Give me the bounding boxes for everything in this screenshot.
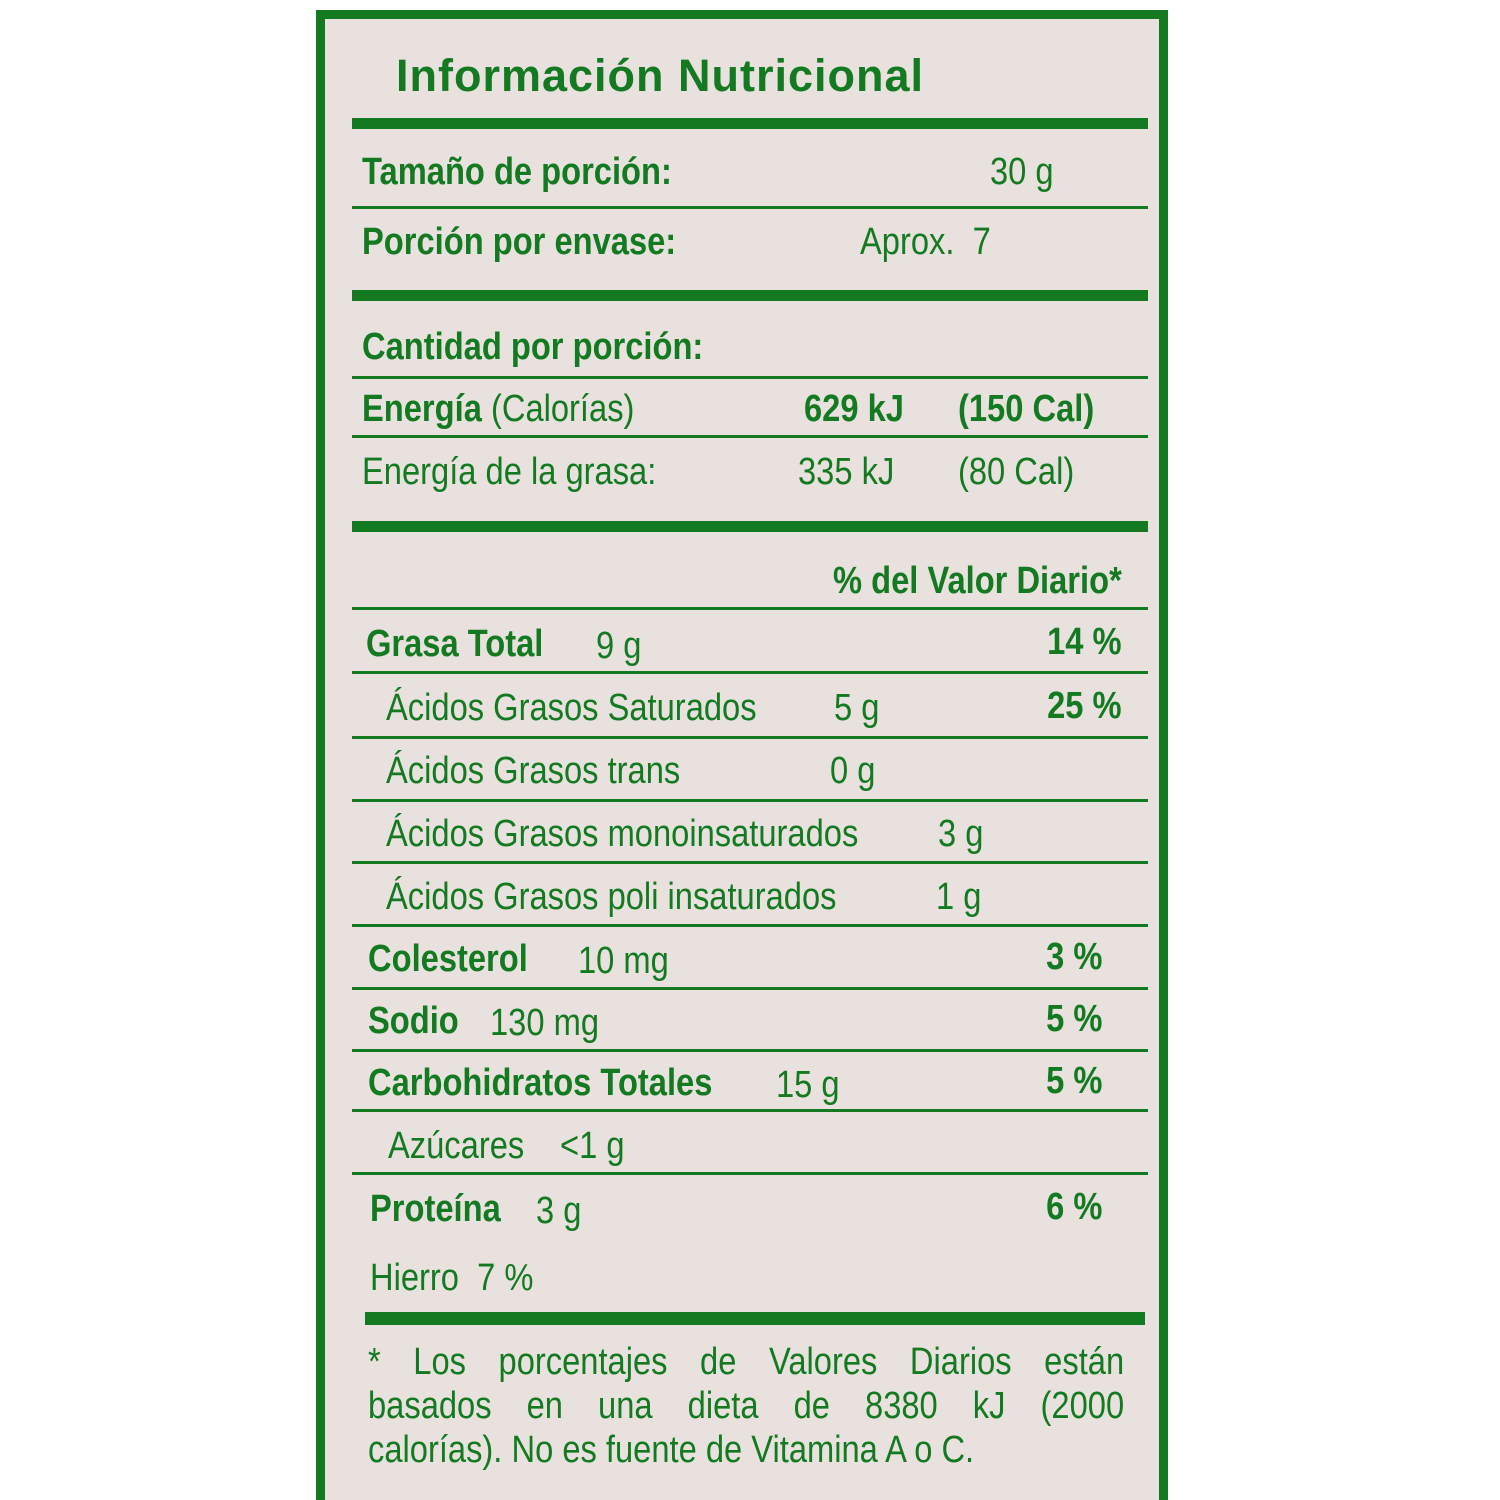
energy-label-sub: (Calorías)	[490, 388, 635, 430]
divider	[352, 1109, 1148, 1112]
fat-energy-kj: 335 kJ	[798, 451, 895, 493]
nutrient-dv: 25 %	[1047, 685, 1122, 727]
divider	[352, 435, 1148, 438]
fat-energy-cal: (80 Cal)	[958, 451, 1075, 493]
divider	[352, 924, 1148, 927]
nutrient-name: Carbohidratos Totales	[368, 1062, 713, 1104]
divider	[352, 987, 1148, 990]
nutrient-amount: 1 g	[936, 876, 982, 918]
divider-thick	[365, 1312, 1145, 1325]
nutrient-amount: 9 g	[596, 625, 642, 667]
amount-per-serving-header: Cantidad por porción:	[362, 326, 704, 368]
footnote-line: basados en una dieta de 8380 kJ (2000	[368, 1385, 1125, 1427]
nutrient-dv: 6 %	[1045, 1186, 1102, 1228]
nutrient-amount: <1 g	[560, 1125, 625, 1167]
divider	[352, 376, 1148, 379]
nutrient-name: Sodio	[368, 1000, 459, 1042]
nutrient-amount: 3 g	[536, 1190, 582, 1232]
nutrient-amount: 15 g	[776, 1064, 840, 1106]
nutrient-name: Proteína	[370, 1188, 501, 1230]
divider	[352, 607, 1148, 610]
nutrient-name: Ácidos Grasos poli insaturados	[386, 876, 837, 918]
nutrient-amount: 3 g	[938, 813, 984, 855]
fat-energy-label: Energía de la grasa:	[362, 451, 657, 493]
divider-thick	[352, 118, 1148, 129]
servings-per-container-value: Aprox. 7	[860, 221, 991, 263]
nutrient-amount: 10 mg	[578, 940, 669, 982]
footnote-line: calorías). No es fuente de Vitamina A o …	[368, 1429, 975, 1471]
divider	[352, 206, 1148, 209]
servings-per-container-label: Porción por envase:	[362, 221, 677, 263]
footnote: * Los porcentajes de Valores Diarios est…	[368, 1340, 1124, 1472]
daily-value-header: % del Valor Diario*	[833, 560, 1122, 602]
nutrient-name: Azúcares	[388, 1125, 525, 1167]
energy-cal: (150 Cal)	[958, 388, 1095, 430]
nutrient-amount: 0 g	[830, 750, 876, 792]
serving-size-value: 30 g	[990, 151, 1054, 193]
divider	[352, 799, 1148, 802]
divider	[352, 1172, 1148, 1175]
nutrient-name: Ácidos Grasos trans	[386, 750, 681, 792]
iron-value: Hierro 7 %	[370, 1257, 534, 1299]
divider	[352, 736, 1148, 739]
nutrient-name: Ácidos Grasos monoinsaturados	[386, 813, 859, 855]
nutrient-name: Ácidos Grasos Saturados	[386, 687, 757, 729]
nutrient-dv: 14 %	[1047, 621, 1122, 663]
nutrient-dv: 3 %	[1045, 936, 1102, 978]
label-title: Información Nutricional	[396, 50, 925, 101]
nutrient-name: Grasa Total	[366, 623, 544, 665]
serving-size-label: Tamaño de porción:	[362, 151, 672, 193]
nutrient-name: Colesterol	[368, 938, 528, 980]
divider-thick	[352, 521, 1148, 532]
energy-kj: 629 kJ	[804, 388, 904, 430]
nutrient-amount: 5 g	[834, 687, 880, 729]
nutrition-label	[316, 10, 1168, 1500]
energy-label-bold: Energía	[362, 388, 482, 430]
energy-label: Energía (Calorías)	[362, 389, 634, 429]
nutrient-dv: 5 %	[1045, 998, 1102, 1040]
divider	[352, 671, 1148, 674]
footnote-line: * Los porcentajes de Valores Diarios est…	[368, 1341, 1125, 1383]
nutrient-dv: 5 %	[1045, 1060, 1102, 1102]
divider	[352, 861, 1148, 864]
divider-thick	[352, 290, 1148, 301]
divider	[352, 1049, 1148, 1052]
nutrient-amount: 130 mg	[490, 1002, 600, 1044]
